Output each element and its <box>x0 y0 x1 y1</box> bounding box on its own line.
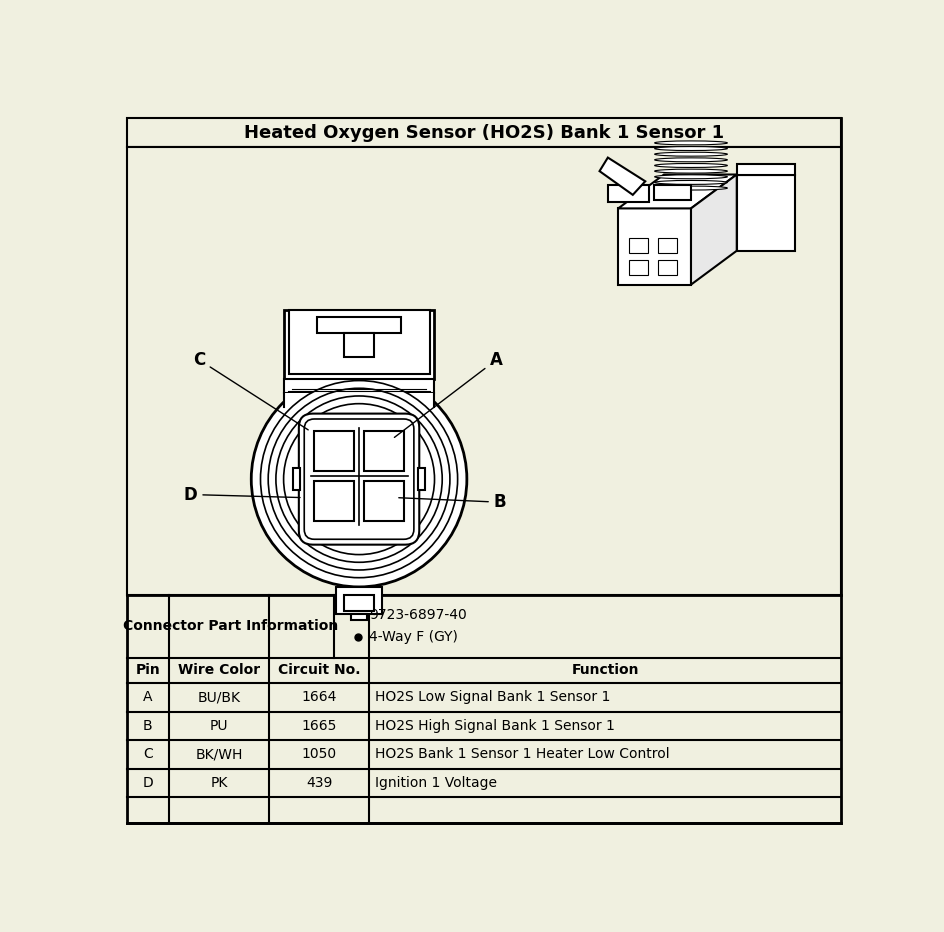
Bar <box>336 587 382 614</box>
Bar <box>364 482 404 522</box>
Text: D: D <box>143 776 153 790</box>
Circle shape <box>251 371 467 587</box>
Polygon shape <box>691 174 736 284</box>
Ellipse shape <box>654 169 728 173</box>
Text: PK: PK <box>211 776 228 790</box>
Bar <box>658 239 677 254</box>
Text: 1664: 1664 <box>301 691 337 705</box>
Text: Heated Oxygen Sensor (HO2S) Bank 1 Sensor 1: Heated Oxygen Sensor (HO2S) Bank 1 Senso… <box>244 124 724 142</box>
Text: 439: 439 <box>306 776 332 790</box>
Circle shape <box>276 396 442 562</box>
Bar <box>316 318 401 333</box>
Text: 1665: 1665 <box>301 719 337 733</box>
Ellipse shape <box>654 181 728 185</box>
Bar <box>364 431 404 471</box>
Text: HO2S Bank 1 Sensor 1 Heater Low Control: HO2S Bank 1 Sensor 1 Heater Low Control <box>375 747 670 761</box>
Bar <box>126 118 841 147</box>
Bar <box>351 614 367 620</box>
Bar <box>313 482 354 522</box>
Ellipse shape <box>654 158 728 162</box>
Bar <box>630 239 649 254</box>
Polygon shape <box>736 164 795 174</box>
Text: A: A <box>395 350 503 437</box>
Bar <box>736 174 795 251</box>
Bar <box>289 309 430 375</box>
Bar <box>284 379 434 393</box>
Text: 9723-6897-40: 9723-6897-40 <box>369 609 467 623</box>
FancyBboxPatch shape <box>299 414 419 544</box>
Ellipse shape <box>654 152 728 157</box>
Text: HO2S Low Signal Bank 1 Sensor 1: HO2S Low Signal Bank 1 Sensor 1 <box>375 691 611 705</box>
Circle shape <box>283 404 434 555</box>
Bar <box>630 260 649 276</box>
Bar <box>653 185 691 200</box>
Bar <box>418 469 426 490</box>
Ellipse shape <box>654 186 728 190</box>
Text: A: A <box>143 691 152 705</box>
Bar <box>608 185 649 201</box>
Ellipse shape <box>654 163 728 168</box>
Circle shape <box>268 389 450 570</box>
Bar <box>284 309 434 379</box>
Text: C: C <box>143 747 153 761</box>
Bar <box>345 596 374 610</box>
Bar <box>284 393 434 406</box>
Text: B: B <box>398 493 506 512</box>
Ellipse shape <box>654 141 728 144</box>
Text: BK/WH: BK/WH <box>195 747 243 761</box>
Bar <box>126 147 841 595</box>
Text: B: B <box>143 719 153 733</box>
Circle shape <box>261 380 458 578</box>
Text: 1050: 1050 <box>301 747 337 761</box>
Text: Connector Part Information: Connector Part Information <box>123 619 338 633</box>
Bar <box>313 431 354 471</box>
Bar <box>658 260 677 276</box>
Bar <box>618 209 691 284</box>
Text: C: C <box>193 350 308 430</box>
Text: PU: PU <box>210 719 228 733</box>
Text: HO2S High Signal Bank 1 Sensor 1: HO2S High Signal Bank 1 Sensor 1 <box>375 719 615 733</box>
Text: Function: Function <box>571 664 639 678</box>
Ellipse shape <box>654 175 728 179</box>
Text: D: D <box>184 486 300 503</box>
Ellipse shape <box>654 146 728 151</box>
Polygon shape <box>618 174 736 209</box>
Text: Circuit No.: Circuit No. <box>278 664 361 678</box>
Bar <box>345 333 374 358</box>
FancyBboxPatch shape <box>304 419 413 540</box>
Text: 4-Way F (GY): 4-Way F (GY) <box>369 630 458 644</box>
Text: Pin: Pin <box>135 664 160 678</box>
Text: Ignition 1 Voltage: Ignition 1 Voltage <box>375 776 497 790</box>
Text: Wire Color: Wire Color <box>177 664 260 678</box>
Bar <box>293 469 300 490</box>
Text: BU/BK: BU/BK <box>197 691 241 705</box>
Polygon shape <box>599 158 646 195</box>
